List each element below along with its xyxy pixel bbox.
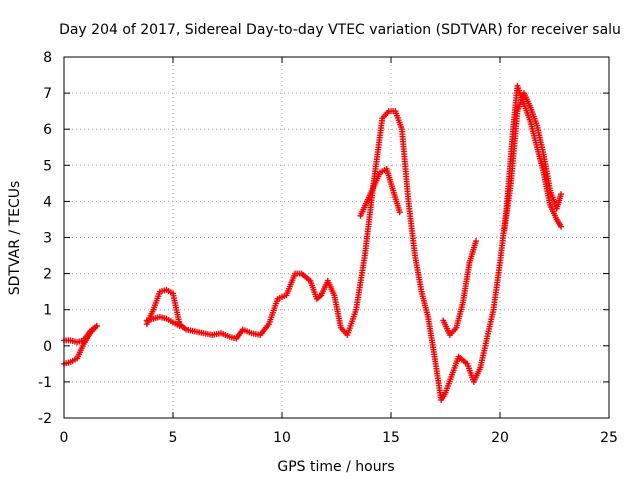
y-tick-label: -1: [38, 375, 52, 391]
y-tick-label: 5: [43, 158, 52, 174]
y-tick-label: 4: [43, 194, 52, 210]
x-tick-label: 0: [60, 430, 69, 446]
data-points: [61, 82, 565, 403]
y-tick-label: 3: [43, 231, 52, 247]
y-axis-label: SDTVAR / TECUs: [7, 181, 23, 296]
data-point: [396, 209, 403, 216]
y-tick-label: 0: [43, 339, 52, 355]
x-tick-label: 15: [382, 430, 400, 446]
x-tick-label: 20: [491, 430, 509, 446]
x-axis-label: GPS time / hours: [277, 459, 394, 475]
y-tick-label: 1: [43, 303, 52, 319]
y-tick-label: 7: [43, 86, 52, 102]
x-tick-label: 10: [273, 430, 291, 446]
data-point: [176, 322, 183, 329]
y-tick-label: 6: [43, 122, 52, 138]
data-point: [473, 238, 480, 245]
data-point: [558, 223, 565, 230]
data-point: [93, 322, 100, 329]
y-tick-label: 8: [43, 50, 52, 66]
y-tick-label: -2: [38, 411, 52, 427]
x-tick-label: 5: [169, 430, 178, 446]
data-point: [558, 191, 565, 198]
y-tick-label: 2: [43, 267, 52, 283]
x-tick-label: 25: [600, 430, 618, 446]
chart-title: Day 204 of 2017, Sidereal Day-to-day VTE…: [59, 22, 621, 38]
plot-frame: [63, 56, 610, 419]
